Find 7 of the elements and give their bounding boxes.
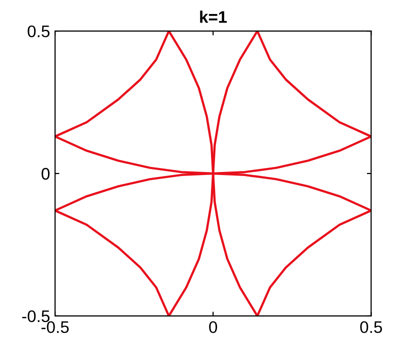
y-tick-label: -0.5 — [22, 310, 50, 322]
x-tick-label: 0 — [209, 321, 218, 334]
x-tick-label: 0.5 — [360, 321, 382, 334]
y-tick-label: 0.5 — [28, 25, 50, 38]
chart-title: k=1 — [200, 10, 227, 23]
x-tick-label: -0.5 — [41, 321, 69, 334]
y-tick-label: 0 — [42, 168, 50, 180]
